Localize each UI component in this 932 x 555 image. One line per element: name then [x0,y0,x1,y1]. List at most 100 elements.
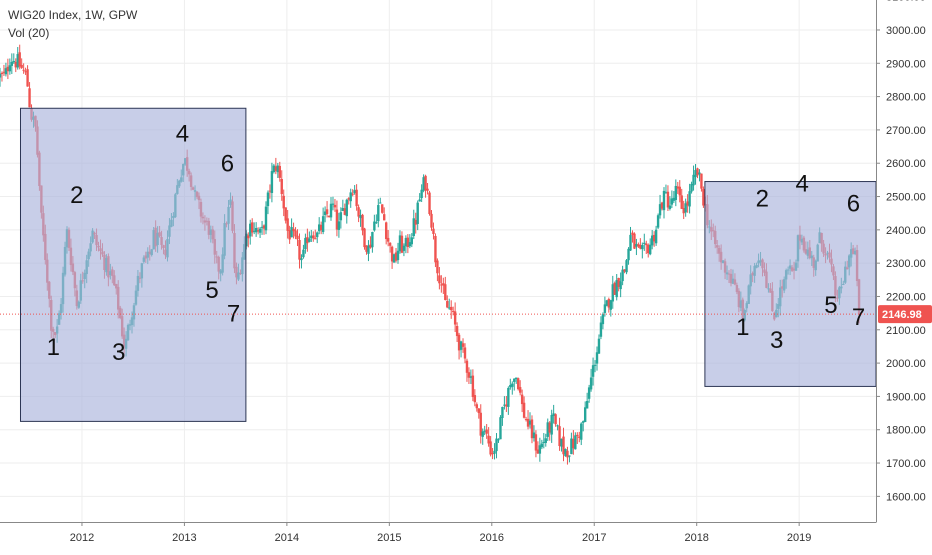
candle-down [524,419,528,421]
wave-label[interactable]: 2 [70,182,83,209]
wave-label[interactable]: 6 [221,151,234,178]
candle-up [329,203,333,218]
candle-up [511,383,514,387]
wave-label[interactable]: 2 [756,186,769,213]
candle-up [412,218,415,236]
candle-up [308,238,311,242]
candle-up [398,235,402,252]
candle-up [481,431,484,437]
candle-down [660,202,664,209]
price-tick-label: 1800.00 [886,425,926,437]
candle-up [542,442,546,444]
candle-down [652,234,656,242]
wave-label[interactable]: 7 [852,304,865,331]
wave-label[interactable]: 6 [847,191,860,218]
time-tick-label: 2012 [70,532,94,544]
wave-label[interactable]: 3 [112,339,125,366]
candle-up [627,248,630,261]
volume-indicator-label[interactable]: Vol (20) [8,26,50,40]
candle-down [489,441,492,455]
wave-label[interactable]: 4 [796,171,809,198]
wave-label[interactable]: 4 [176,121,189,148]
candle-down [566,450,569,458]
wave-label[interactable]: 3 [770,327,783,354]
price-tick-label: 1700.00 [886,458,926,470]
wave-label[interactable]: 1 [47,334,60,361]
candle-down [562,436,565,455]
candle-down [298,239,301,260]
annotation-box-1[interactable] [19,107,247,422]
candle-down [247,235,250,239]
candle-down [666,191,670,208]
candle-down [516,378,520,390]
candle-down [465,360,469,373]
candle-up [570,438,573,455]
candle-up [611,284,614,302]
candle-up [304,237,307,250]
candle-down [296,235,299,240]
candle-up [249,223,252,237]
candle-up [416,202,419,224]
candle-down [446,301,449,308]
candle-up [254,228,258,233]
candle-down [274,166,278,171]
candle-up [323,211,327,216]
candle-up [544,438,547,443]
candle-up [507,388,510,407]
candle-up [4,68,8,75]
last-price-tag[interactable] [878,305,932,324]
wave-label[interactable]: 1 [736,314,749,341]
candle-up [672,197,676,201]
candle-up [564,448,567,457]
candle-down [314,238,317,240]
candle-down [434,235,437,263]
price-tick-label: 2900.00 [886,58,926,70]
candle-up [392,254,396,263]
candle-down [526,418,530,427]
candle-up [670,198,674,205]
candle-up [8,65,12,72]
candle-down [518,387,522,393]
wave-label[interactable]: 7 [227,300,240,327]
annotation-box-2[interactable] [704,181,877,387]
candle-up [635,243,638,247]
candle-down [369,244,372,248]
candle-up [459,341,463,350]
candle-down [20,64,23,68]
candle-up [593,364,597,366]
candle-down [357,207,360,217]
candle-up [595,352,599,364]
last-price-tag-label: 2146.98 [882,309,922,321]
candle-up [469,376,473,378]
candle-up [698,172,701,175]
candle-down [676,186,679,189]
candle-down [613,282,616,295]
candle-down [451,310,455,312]
candle-down [637,244,640,247]
candle-up [540,443,544,448]
candle-down [282,195,285,209]
candle-up [641,245,644,250]
time-tick-label: 2014 [275,532,299,544]
candle-up [499,417,502,440]
candle-up [674,185,678,200]
candle-down [578,436,581,438]
candle-down [28,88,31,108]
candle-up [349,192,352,202]
candle-down [288,230,291,240]
candle-up [654,229,658,244]
wave-label[interactable]: 5 [205,277,218,304]
candle-up [272,165,276,173]
candle-down [262,225,266,229]
wave-label[interactable]: 5 [824,292,837,319]
candle-down [294,230,297,237]
candle-down [607,299,611,308]
price-tick-label: 2400.00 [886,225,926,237]
symbol-title[interactable]: WIG20 Index, 1W, GPW [8,8,138,22]
candle-up [513,378,516,382]
candle-up [353,190,356,194]
candle-up [690,183,693,192]
time-axis-background [0,522,932,550]
candle-down [381,204,384,213]
